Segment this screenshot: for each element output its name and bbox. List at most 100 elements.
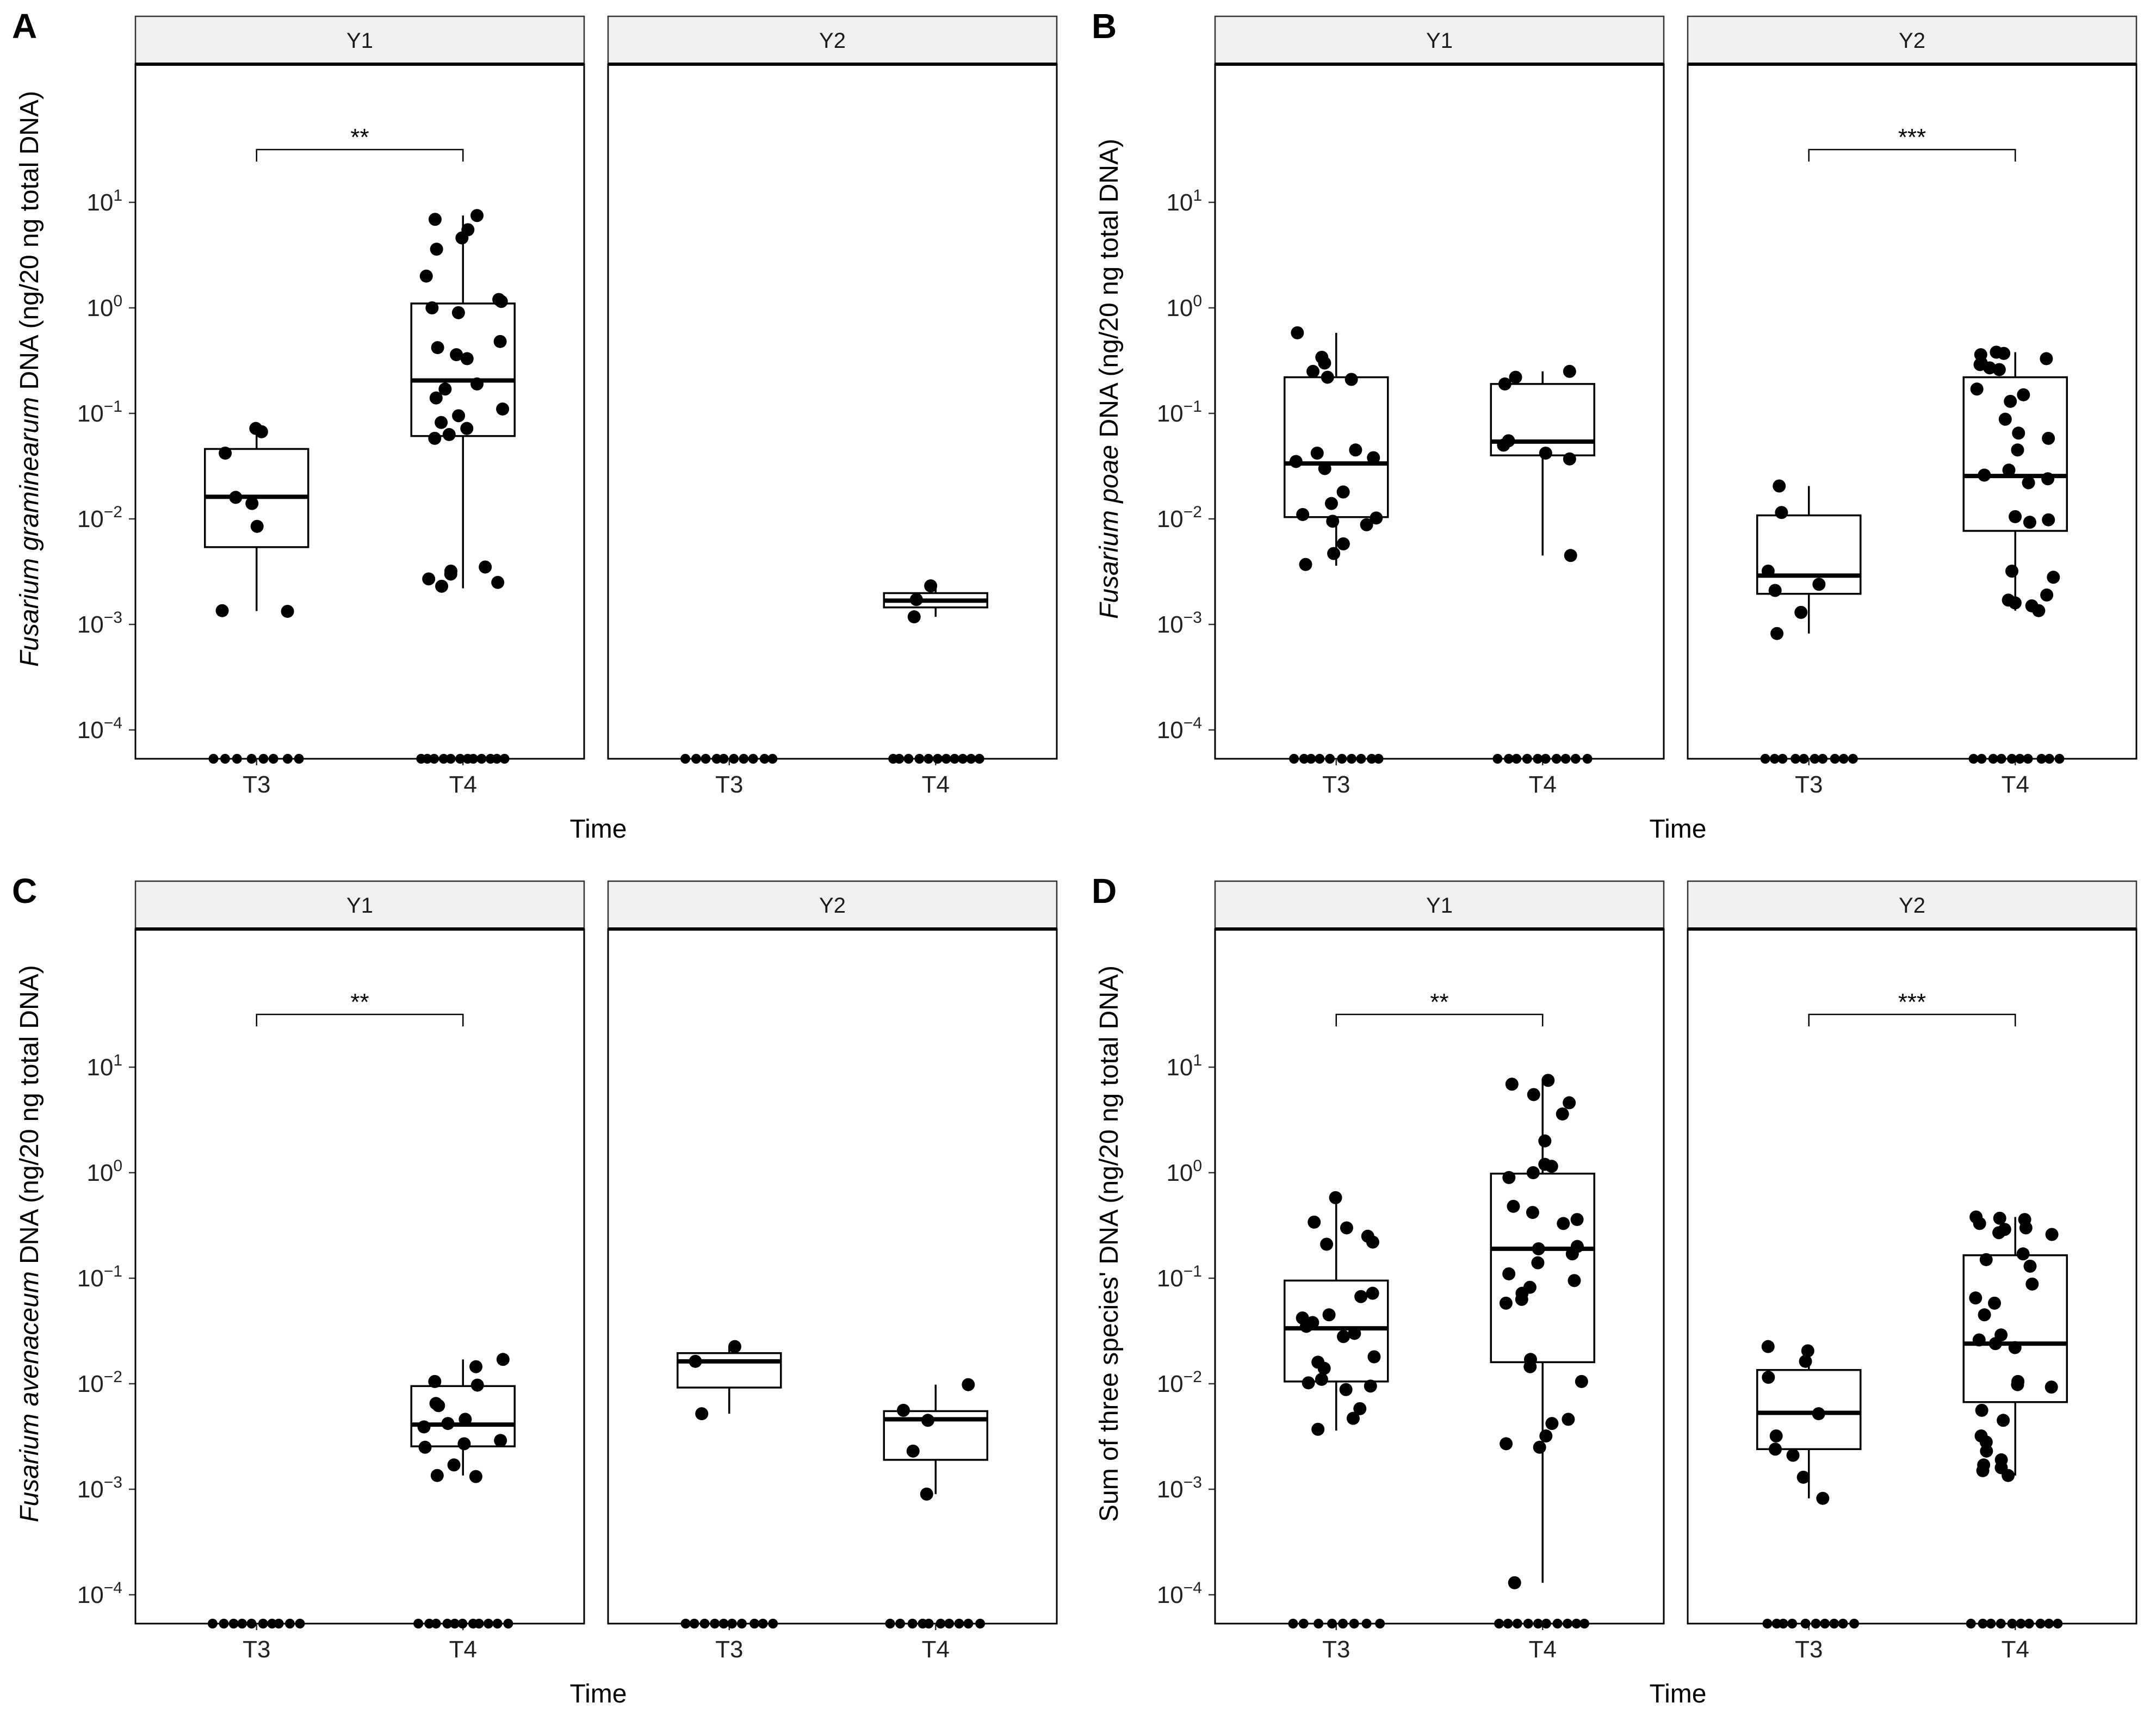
y-tick-base: 10 <box>1166 1160 1193 1186</box>
zero-point <box>1288 1619 1298 1628</box>
data-point <box>2032 604 2046 617</box>
data-point <box>1539 1429 1553 1443</box>
zero-point <box>431 1619 441 1628</box>
zero-point <box>944 1619 955 1628</box>
plot-area <box>134 928 585 1625</box>
facet-strip <box>1214 15 1665 65</box>
zero-point <box>736 1619 747 1628</box>
data-point <box>1799 1354 1812 1368</box>
data-point <box>1812 578 1826 591</box>
x-axis-title: Time <box>1650 1680 1707 1708</box>
zero-point <box>2023 754 2033 764</box>
zero-point <box>954 1619 964 1628</box>
significance-bracket <box>1335 1013 1544 1026</box>
data-point <box>1539 447 1552 460</box>
zero-point <box>701 754 711 764</box>
data-point <box>1545 1160 1558 1173</box>
zero-point <box>758 1619 768 1628</box>
zero-point <box>975 1619 986 1628</box>
data-point <box>460 422 474 435</box>
zero-point <box>1289 754 1299 764</box>
data-point <box>451 306 465 319</box>
data-point <box>1993 1211 2006 1225</box>
zero-point <box>1366 754 1377 764</box>
zero-point <box>941 754 951 764</box>
zero-point <box>1571 1619 1582 1628</box>
data-point <box>1816 1491 1830 1505</box>
data-point <box>1568 1274 1581 1287</box>
y-tick-label: 10−2 <box>77 1368 122 1397</box>
y-tick-exponent: 1 <box>113 187 122 205</box>
y-tick-label: 101 <box>86 1051 122 1081</box>
data-point <box>1327 547 1341 560</box>
zero-point <box>2036 754 2047 764</box>
panel-d: D Sum of three species' DNA (ng/20 ng tot… <box>1092 871 2138 1708</box>
data-point <box>2008 596 2022 610</box>
x-tick-label: T4 <box>449 771 477 798</box>
zero-point <box>1361 1619 1372 1628</box>
zero-point <box>294 754 304 764</box>
data-point <box>1322 1308 1336 1322</box>
y-tick-exponent: −4 <box>104 1579 122 1597</box>
zero-point <box>895 1619 906 1628</box>
x-tick-label: T4 <box>1529 1636 1557 1663</box>
panel-letter: D <box>1092 871 1117 911</box>
data-point <box>2040 352 2053 366</box>
x-tick-label: T4 <box>1529 771 1557 798</box>
data-point <box>1299 1320 1313 1333</box>
data-point <box>2008 1341 2022 1354</box>
x-tick-label: T4 <box>2002 771 2029 798</box>
zero-point <box>1560 754 1571 764</box>
data-point <box>1970 382 1984 396</box>
data-point <box>909 593 923 606</box>
plot-area <box>1687 63 2138 760</box>
zero-point <box>1791 754 1801 764</box>
data-point <box>2016 1247 2030 1261</box>
plot-area <box>607 928 1058 1625</box>
zero-point <box>1986 1619 1996 1628</box>
zero-point <box>474 1619 484 1628</box>
data-point <box>1509 370 1522 384</box>
data-point <box>1498 377 1511 391</box>
y-tick-exponent: −1 <box>104 1262 122 1280</box>
zero-point <box>1298 1619 1309 1628</box>
data-point <box>470 377 484 391</box>
y-tick-label: 10−2 <box>1157 503 1202 532</box>
facet-strip-label: Y2 <box>1899 894 1925 918</box>
zero-point <box>1494 1619 1504 1628</box>
y-axis-title: Fusarium graminearum DNA (ng/20 ng total… <box>15 91 44 667</box>
facet-y2: Y2 T3 T4 *** <box>1687 15 2138 798</box>
y-tick-exponent: −1 <box>104 398 122 416</box>
zero-point <box>935 1619 946 1628</box>
data-point <box>728 1340 742 1353</box>
y-tick-base: 10 <box>77 400 104 427</box>
data-point <box>1354 1290 1368 1303</box>
zero-point <box>492 754 502 764</box>
data-point <box>431 341 444 355</box>
data-point <box>1527 1088 1540 1101</box>
zero-point <box>1346 754 1356 764</box>
x-tick-label: T4 <box>449 1636 477 1663</box>
data-point <box>921 1414 934 1427</box>
data-point <box>1796 1470 1810 1484</box>
y-tick-base: 10 <box>86 295 113 321</box>
y-tick-label: 10−1 <box>1157 398 1202 427</box>
y-tick-base: 10 <box>77 717 104 744</box>
zero-point <box>1966 1619 1976 1628</box>
x-axis-title: Time <box>570 815 627 844</box>
significance-label: *** <box>1898 124 1926 151</box>
facet-strip-label: Y1 <box>346 29 373 53</box>
zero-point <box>966 754 976 764</box>
data-point <box>1533 1440 1546 1454</box>
x-tick-label: T3 <box>1795 771 1823 798</box>
zero-point <box>1760 754 1770 764</box>
data-point <box>419 269 433 283</box>
data-point <box>2047 571 2060 584</box>
zero-point <box>767 754 778 764</box>
data-point <box>1499 1296 1513 1310</box>
data-point <box>1302 1376 1315 1390</box>
data-point <box>2023 516 2036 529</box>
zero-point <box>924 754 934 764</box>
box-iqr <box>1756 514 1862 595</box>
zero-point <box>2007 1619 2017 1628</box>
